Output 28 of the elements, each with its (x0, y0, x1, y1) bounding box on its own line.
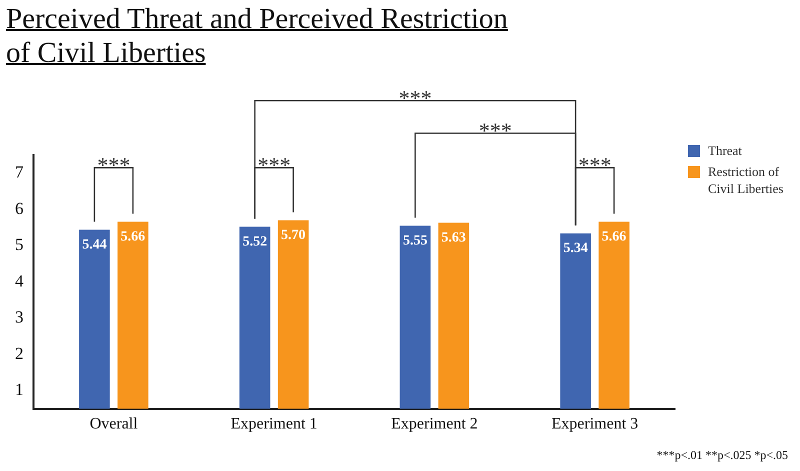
text: ***p<.01 **p<.025 *p<.05 (656, 448, 788, 463)
y-tick-label: 2 (15, 344, 24, 363)
y-tick-label: 4 (15, 271, 24, 290)
y-tick-label: 7 (15, 162, 24, 182)
data-label: 5.55 (402, 233, 428, 248)
y-tick-label: 3 (15, 308, 24, 327)
y-tick-label: 1 (15, 380, 24, 400)
y-tick-label: 6 (15, 198, 24, 218)
data-label: 5.63 (441, 230, 466, 246)
data-label: 5.44 (82, 237, 107, 252)
x-tick-label: Experiment 2 (391, 416, 478, 433)
annotation: *** (258, 152, 291, 178)
data-label: 5.66 (120, 229, 146, 244)
text: *** (398, 85, 432, 110)
data-label: 5.70 (281, 228, 306, 243)
legend-label: Threat (708, 142, 742, 159)
data-label: 5.34 (563, 240, 588, 256)
legend-label: Restriction of Civil Liberties (708, 163, 784, 197)
annotation: *** (97, 152, 130, 178)
chart-title: Perceived Threat and Perceived Restriction of Civil Liberties (6, 2, 509, 70)
text: *** (478, 118, 512, 144)
y-tick-label: 5 (15, 235, 24, 254)
x-tick-label: Experiment 1 (230, 416, 318, 433)
data-label: 5.66 (602, 229, 626, 244)
annotation: *** (578, 152, 612, 178)
data-label: 5.52 (242, 234, 268, 250)
x-tick-label: Experiment 3 (551, 416, 638, 433)
x-tick-label: Overall (90, 416, 138, 433)
